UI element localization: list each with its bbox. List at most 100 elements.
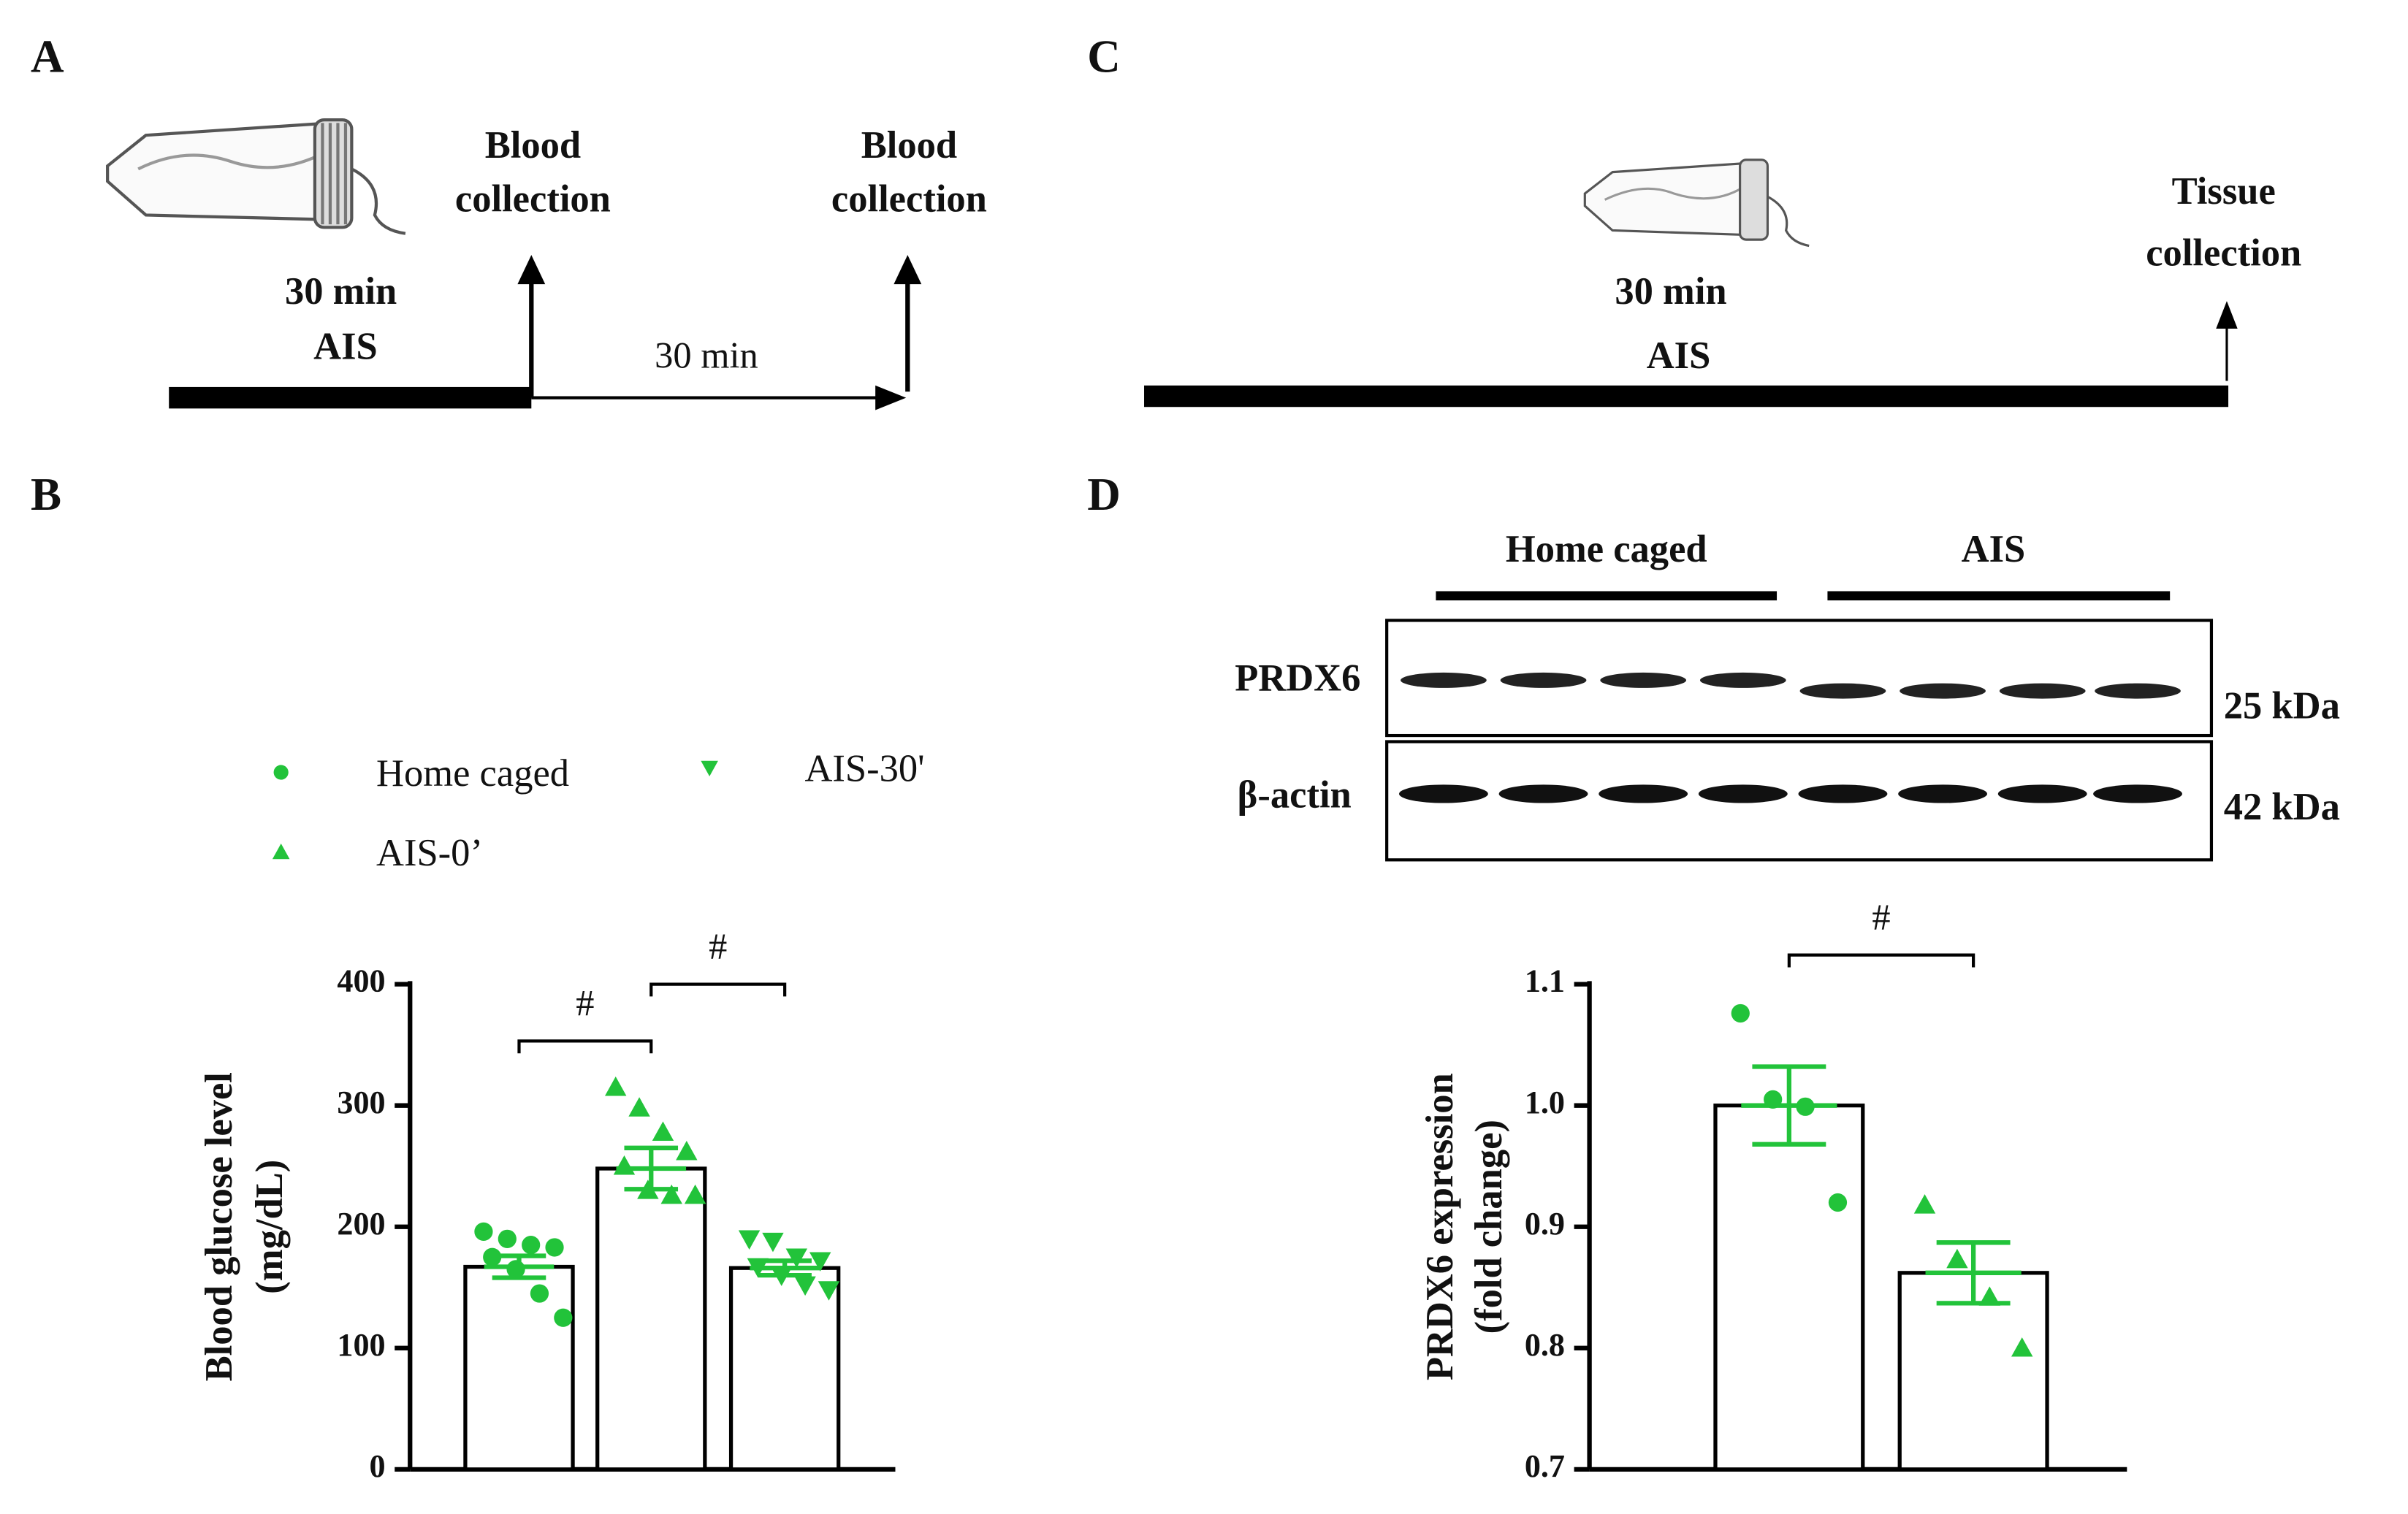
data-point (554, 1308, 573, 1327)
bar (463, 1264, 575, 1472)
annotation: 30 min (655, 335, 758, 376)
data-point (676, 1141, 698, 1161)
panel-label: D (1087, 469, 1121, 520)
y-tick-label: 200 (337, 1206, 385, 1242)
size-label: 25 kDa (2224, 684, 2340, 727)
annotation: 30 min (285, 270, 397, 313)
band (1799, 683, 1886, 699)
bar (728, 1266, 841, 1472)
annotation: collection (455, 178, 611, 221)
y-tick-label: 100 (337, 1327, 385, 1363)
data-point (785, 1248, 808, 1268)
group-label: AIS (1962, 528, 2026, 570)
restrainer-icon (106, 118, 406, 235)
data-point (474, 1222, 493, 1241)
data-point (738, 1230, 761, 1250)
data-point (794, 1276, 816, 1296)
panel-label: B (31, 469, 61, 520)
significance-bracket (1787, 953, 1975, 968)
y-tick-label: 1.0 (1525, 1085, 1565, 1120)
data-point (660, 1184, 682, 1204)
data-point (684, 1184, 706, 1204)
panel-label: A (31, 31, 64, 83)
error-bar (616, 1145, 687, 1192)
blot-box (1385, 740, 2214, 862)
band (1698, 784, 1788, 803)
band (2093, 784, 2182, 803)
annotation: 30 min (1615, 270, 1726, 313)
legend-marker (272, 844, 290, 860)
data-point (498, 1229, 517, 1248)
y-axis-label: PRDX6 expression (1419, 1073, 1461, 1380)
significance-label: # (709, 926, 727, 967)
panel-label: C (1087, 31, 1121, 83)
y-tick-label: 0.8 (1525, 1327, 1565, 1363)
band (1398, 784, 1488, 803)
band (2095, 683, 2181, 699)
error-bar (1741, 1064, 1837, 1147)
legend-label: AIS-30' (804, 748, 924, 790)
data-point (762, 1232, 784, 1253)
y-axis-label: (mg/dL) (248, 1160, 291, 1294)
annotation: Blood (485, 124, 581, 167)
annotation: AIS (313, 326, 378, 368)
annotation: Tissue (2172, 170, 2276, 213)
band (1798, 784, 1888, 803)
data-point (522, 1236, 541, 1255)
data-point (1978, 1286, 2001, 1306)
y-axis-label: Blood glucose level (198, 1072, 240, 1381)
bar (1897, 1271, 2049, 1472)
restrainer-icon (1583, 158, 1810, 248)
band (1500, 672, 1587, 688)
band (1401, 672, 1487, 688)
y-tick-label: 300 (337, 1085, 385, 1120)
data-point (628, 1097, 650, 1117)
y-axis-label: (fold change) (1468, 1120, 1510, 1334)
group-label: Home caged (1506, 528, 1707, 570)
error-bar (1925, 1240, 2022, 1306)
size-label: 42 kDa (2224, 786, 2340, 828)
bar (595, 1166, 707, 1472)
data-point (613, 1155, 636, 1175)
legend-marker (701, 760, 718, 776)
annotation: Blood (861, 124, 957, 167)
data-point (1913, 1194, 1936, 1214)
data-point (545, 1238, 564, 1257)
y-tick-label: 1.1 (1525, 963, 1565, 999)
data-point (530, 1284, 549, 1303)
data-point (818, 1281, 840, 1301)
band (1900, 683, 1986, 699)
band (1699, 672, 1786, 688)
y-tick-label: 0.7 (1525, 1448, 1565, 1484)
band (1498, 784, 1588, 803)
group-line (1827, 591, 2171, 601)
data-point (652, 1121, 674, 1141)
error-bar (484, 1253, 555, 1280)
significance-bracket (517, 1039, 653, 1054)
band (1600, 672, 1687, 688)
band (1599, 784, 1688, 803)
blot-bands (1398, 672, 2182, 803)
significance-bracket (649, 982, 787, 997)
y-tick-label: 0 (370, 1448, 386, 1484)
data-point (809, 1252, 831, 1272)
band (1898, 784, 1988, 803)
significance-label: # (1872, 897, 1890, 938)
protein-label: PRDX6 (1235, 657, 1360, 700)
annotation: collection (831, 178, 987, 221)
protein-label: β-actin (1238, 773, 1352, 816)
data-point (1828, 1193, 1848, 1212)
band (1997, 784, 2087, 803)
timeline (1144, 301, 2238, 408)
band (1999, 683, 2086, 699)
annotation: AIS (1647, 334, 1711, 377)
y-tick-label: 0.9 (1525, 1206, 1565, 1242)
significance-label: # (576, 983, 594, 1024)
y-tick-label: 400 (337, 963, 385, 999)
group-line (1436, 591, 1778, 601)
data-point (1946, 1248, 1968, 1269)
timeline (169, 255, 922, 410)
error-bar (750, 1258, 820, 1278)
annotation: collection (2146, 232, 2301, 274)
